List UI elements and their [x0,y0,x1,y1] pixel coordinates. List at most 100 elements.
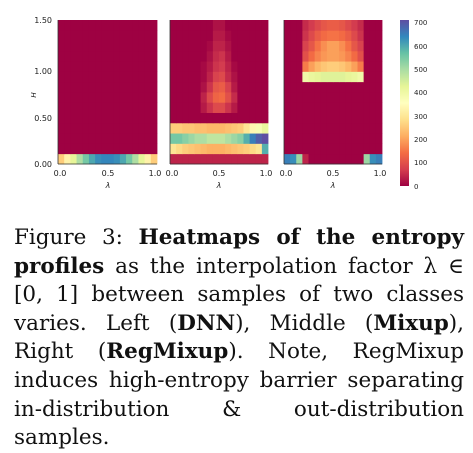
caption-text: ), Middle ( [235,310,374,336]
heatmap-cell [188,143,195,155]
heatmap-cell [339,30,346,41]
caption-label-middle: Mixup [373,310,449,336]
heatmap-cell [351,102,358,113]
heatmap-cell [290,20,297,31]
heatmap-cell [261,71,269,83]
heatmap-cell [255,153,263,165]
heatmap-cell [308,61,316,72]
heatmap-cell [200,20,208,31]
heatmap-cell [206,102,214,113]
heatmap-cell [138,40,146,52]
heatmap-cell [107,153,115,165]
heatmap-cell [243,112,251,124]
heatmap-cell [212,30,220,41]
heatmap-cell [182,133,189,144]
heatmap-cell [255,71,263,83]
heatmap-cell [194,20,202,31]
heatmap-cell [231,122,238,134]
colorbar-tick-label: 300 [414,113,427,121]
heatmap-cell [194,102,202,113]
heatmap-cell [351,61,358,72]
heatmap-cell [70,50,77,62]
heatmap-cell [357,92,365,103]
heatmap-cell [243,81,251,93]
heatmap-cell [326,30,334,41]
heatmap-cell [95,143,102,155]
heatmap-cell [107,133,115,144]
heatmap-cell [231,30,238,41]
heatmap-cell [70,92,77,103]
heatmap-cell [113,102,121,113]
heatmap-cell [243,50,251,62]
heatmap-cell [345,81,352,93]
heatmap-cell [314,112,322,124]
heatmap-cell [95,40,102,52]
heatmap-cell [119,71,127,83]
heatmap-cell [58,30,65,41]
heatmap-cell [333,153,340,165]
heatmap-cell [88,20,96,31]
heatmap-cell [225,122,232,134]
heatmap-cell [225,112,232,124]
heatmap-cell [219,30,226,41]
heatmap-cell [101,112,108,124]
heatmap-cell [176,133,183,144]
heatmap-cell [132,133,139,144]
heatmap-cell [284,143,291,155]
heatmap-cell [333,81,340,93]
heatmap-cell [339,133,346,144]
heatmap-cell [255,30,263,41]
heatmap-cell [64,143,71,155]
heatmap-cell [375,71,383,83]
heatmap-cell [107,71,115,83]
heatmap-cell [101,61,108,72]
heatmap-cell [132,143,139,155]
heatmap-cell [369,40,377,52]
heatmap-cell [176,71,183,83]
heatmap-cell [200,153,208,165]
heatmap-cell [107,81,115,93]
heatmap-cell [308,92,316,103]
heatmap-cell [369,92,377,103]
heatmap-cell [119,61,127,72]
heatmap-cell [132,50,139,62]
heatmap-cell [351,20,358,31]
heatmap-cell [333,92,340,103]
heatmap-cell [345,50,352,62]
heatmap-figure: 1.50 1.00 0.50 0.00 H 0.0 0.5 1.0 λ 0.0 … [30,16,427,191]
heatmap-cell [219,20,226,31]
heatmap-cell [95,153,102,165]
heatmap-cell [219,92,226,103]
heatmap-cell [70,40,77,52]
heatmap-cell [369,112,377,124]
heatmap-cell [200,30,208,41]
heatmap-cell [126,61,133,72]
heatmap-cell [144,71,152,83]
heatmap-cell [290,153,297,165]
heatmap-cell [144,81,152,93]
heatmap-cell [132,153,139,165]
heatmap-cell [237,71,244,83]
heatmap-cell [176,92,183,103]
heatmap-cell [225,133,232,144]
heatmap-cell [176,61,183,72]
heatmap-cell [302,40,309,52]
heatmap-cell [119,50,127,62]
heatmap-cell [58,143,65,155]
heatmap-cell [64,40,71,52]
heatmap-cell [58,40,65,52]
heatmap-cell [237,61,244,72]
heatmap-cell [225,102,232,113]
heatmap-cell [219,102,226,113]
heatmap-cell [70,133,77,144]
heatmap-cell [351,112,358,124]
heatmap-cell [357,20,365,31]
heatmap-cell [88,102,96,113]
heatmap-cell [357,102,365,113]
heatmap-cell [194,122,202,134]
heatmap-cell [284,122,291,134]
heatmap-cell [132,92,139,103]
heatmap-cell [345,133,352,144]
heatmap-cell [119,153,127,165]
heatmap-cell [308,20,316,31]
